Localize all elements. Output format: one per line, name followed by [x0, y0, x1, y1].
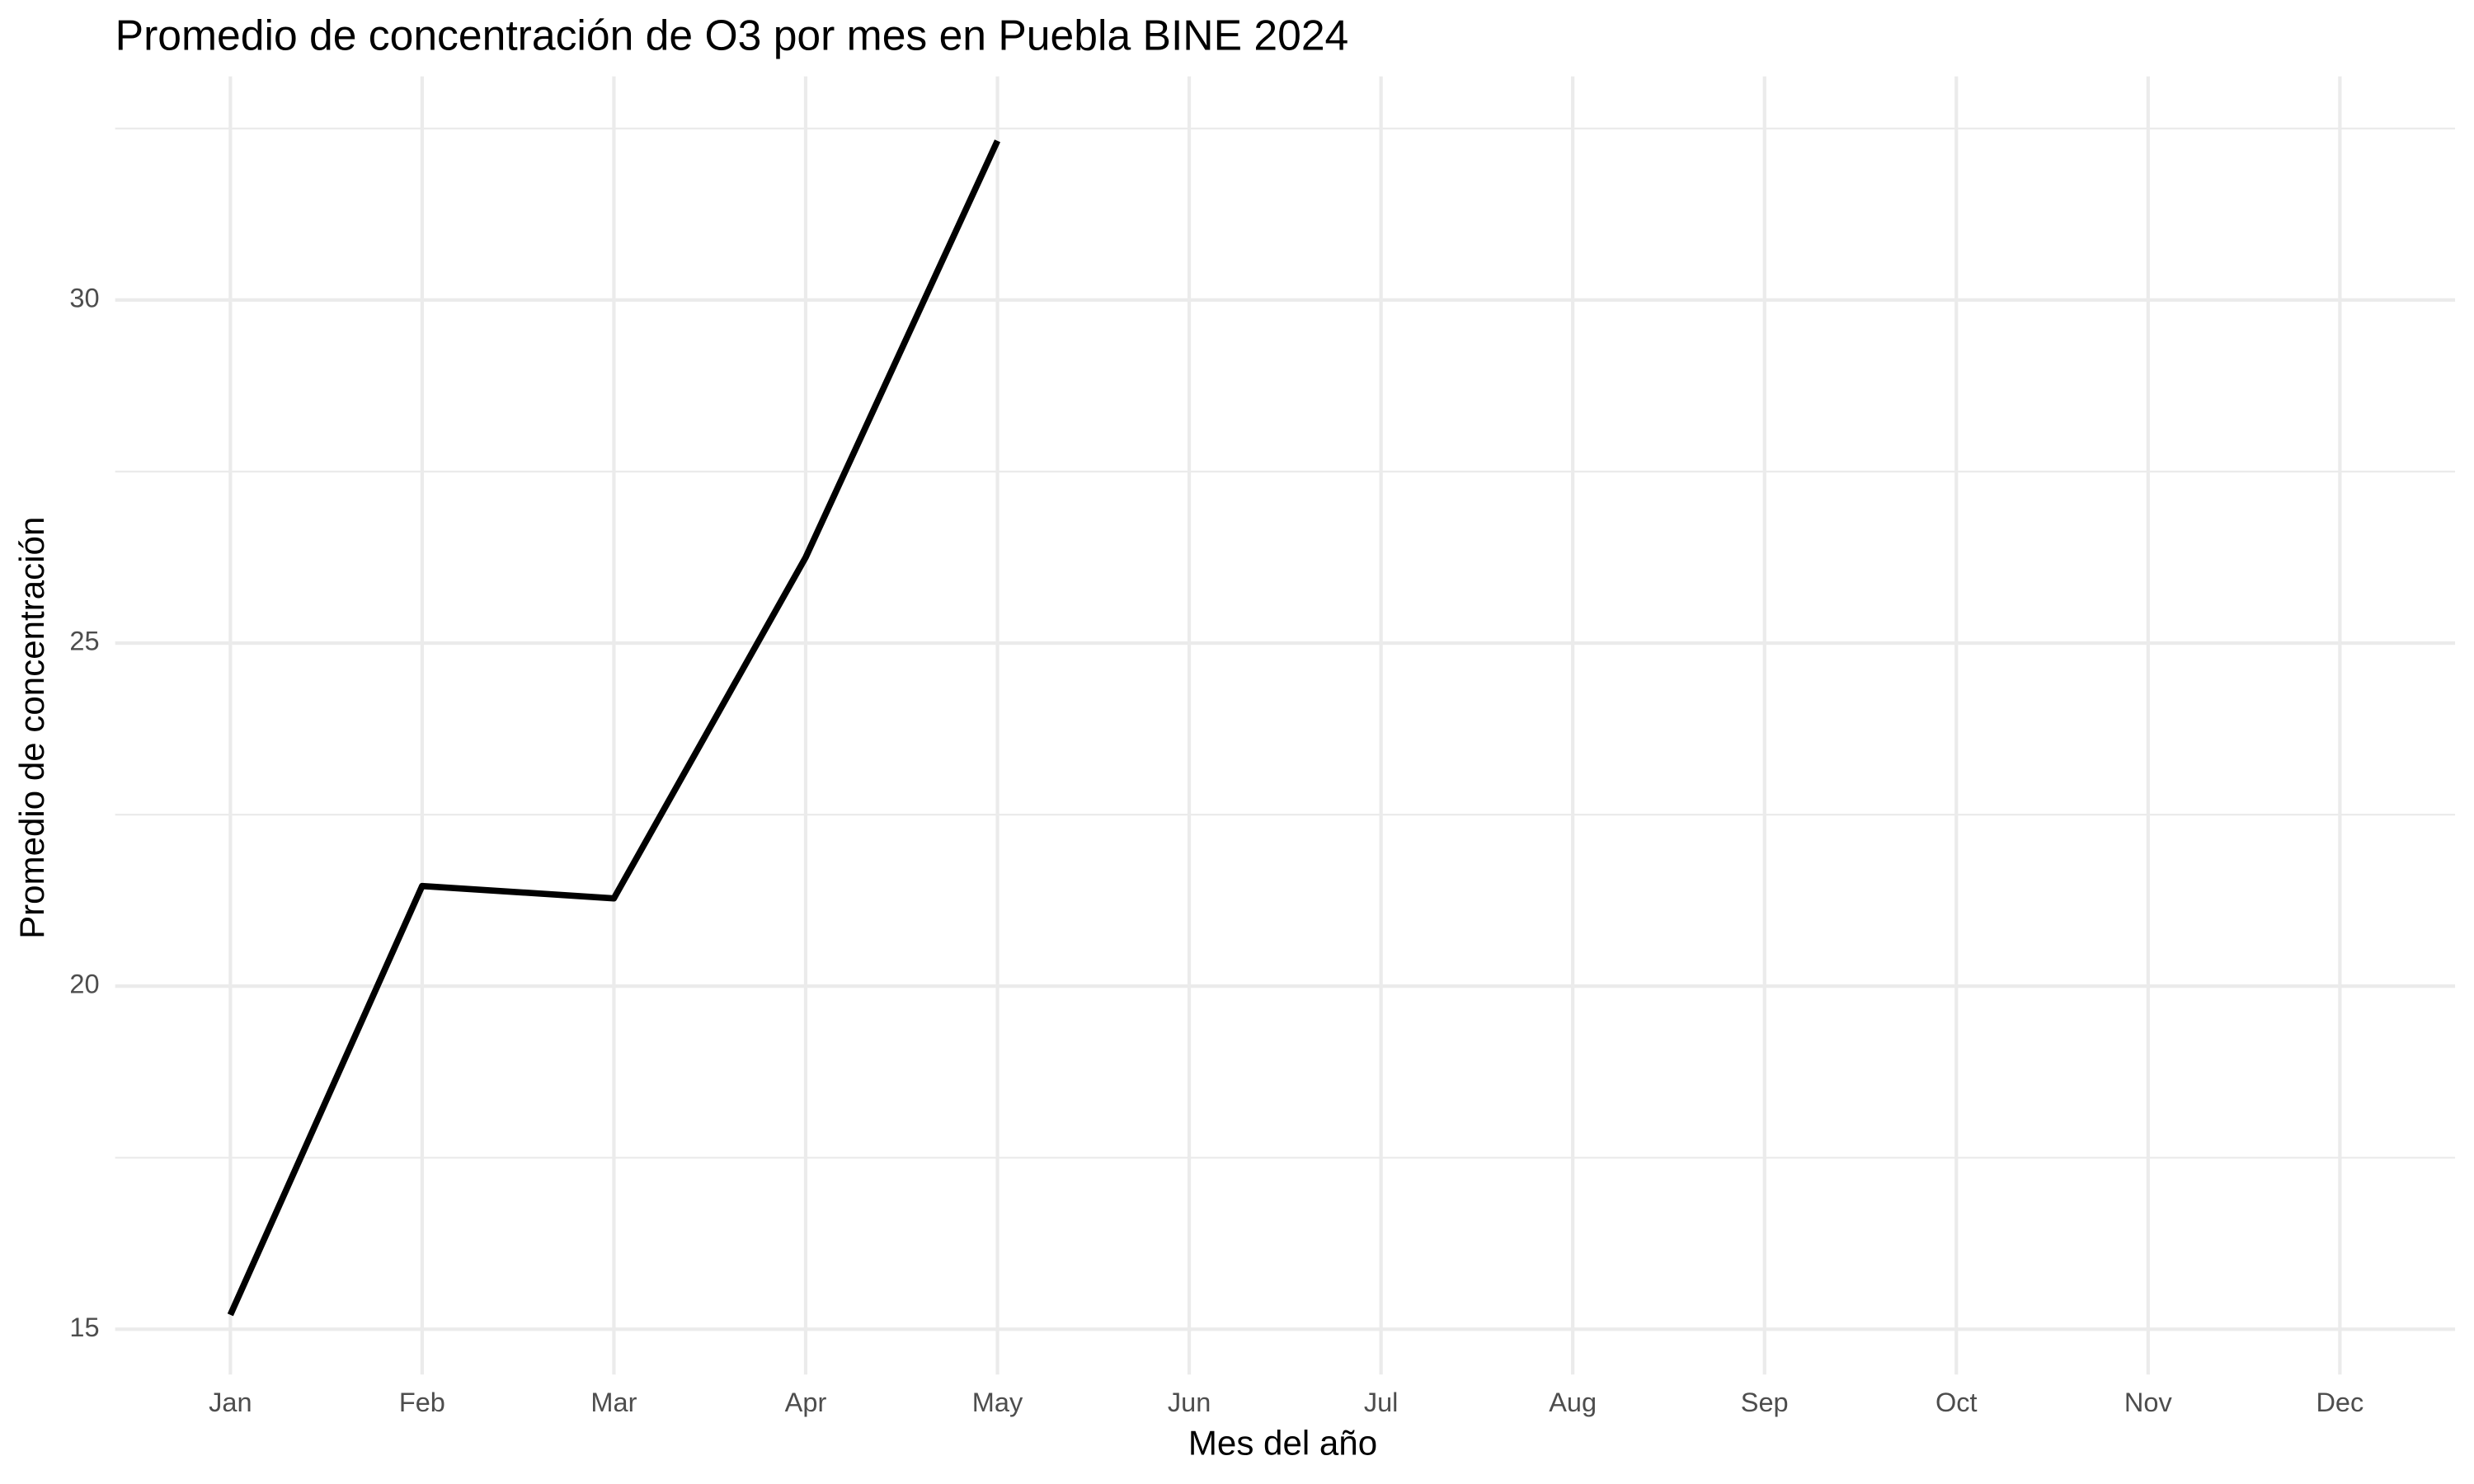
- x-tick-label: Apr: [785, 1388, 827, 1417]
- x-tick-label: Feb: [399, 1388, 445, 1417]
- y-tick-label: 20: [69, 970, 99, 999]
- data-line: [227, 139, 1001, 1317]
- x-tick-label: Jun: [1168, 1388, 1211, 1417]
- x-tick-label: Dec: [2316, 1388, 2363, 1417]
- x-tick-label: May: [972, 1388, 1023, 1417]
- x-tick-label: Mar: [590, 1388, 637, 1417]
- y-tick-label: 25: [69, 627, 99, 656]
- x-tick-label: Nov: [2124, 1388, 2173, 1417]
- chart-title: Promedio de concentración de O3 por mes …: [115, 11, 1349, 59]
- x-tick-label: Oct: [1935, 1388, 1978, 1417]
- y-tick-label: 30: [69, 284, 99, 313]
- x-tick-label: Jul: [1364, 1388, 1399, 1417]
- x-axis-title: Mes del año: [1188, 1423, 1377, 1462]
- x-tick-label: Jan: [209, 1388, 252, 1417]
- y-tick-label: 15: [69, 1313, 99, 1342]
- x-tick-label: Sep: [1741, 1388, 1789, 1417]
- y-axis-title: Promedio de concentración: [12, 517, 51, 939]
- x-tick-label: Aug: [1549, 1388, 1597, 1417]
